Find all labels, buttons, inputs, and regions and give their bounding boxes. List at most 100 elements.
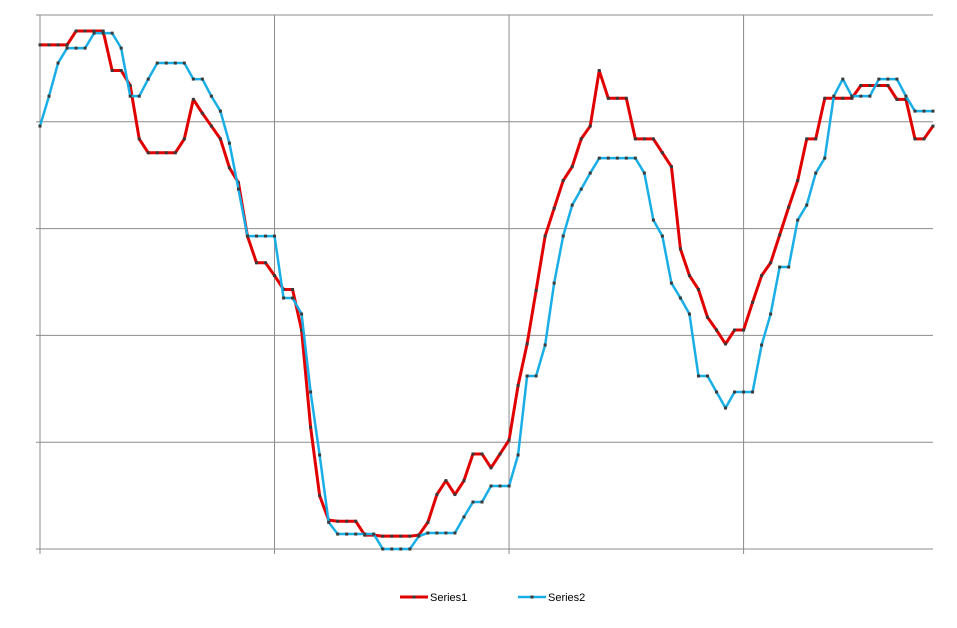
point-marker	[624, 156, 628, 160]
point-marker	[624, 96, 628, 100]
point-marker	[354, 532, 358, 536]
point-marker	[751, 300, 755, 304]
point-marker	[534, 374, 538, 378]
point-marker	[200, 77, 204, 81]
point-marker	[868, 94, 872, 98]
point-marker	[300, 328, 304, 332]
point-marker	[38, 43, 42, 47]
point-marker	[128, 94, 132, 98]
point-marker	[218, 137, 222, 141]
point-marker	[787, 205, 791, 209]
point-marker	[841, 77, 845, 81]
point-marker	[191, 77, 195, 81]
point-marker	[462, 479, 466, 483]
point-marker	[724, 406, 728, 410]
point-marker	[895, 97, 899, 101]
point-marker	[651, 218, 655, 222]
point-marker	[769, 261, 773, 265]
point-marker	[300, 312, 304, 316]
point-marker	[669, 281, 673, 285]
point-marker	[471, 452, 475, 456]
point-marker	[543, 343, 547, 347]
point-marker	[760, 274, 764, 278]
point-marker	[814, 171, 818, 175]
point-marker	[236, 187, 240, 191]
legend-label: Series2	[548, 592, 585, 604]
point-marker	[282, 296, 286, 300]
point-marker	[696, 374, 700, 378]
point-marker	[417, 534, 421, 538]
point-marker	[65, 43, 69, 47]
point-marker	[651, 137, 655, 141]
point-marker	[65, 46, 69, 50]
point-marker	[805, 137, 809, 141]
point-marker	[570, 165, 574, 169]
point-marker	[850, 96, 854, 100]
point-marker	[886, 77, 890, 81]
point-marker	[642, 171, 646, 175]
point-marker	[345, 532, 349, 536]
point-marker	[381, 534, 385, 538]
point-marker	[74, 46, 78, 50]
point-marker	[227, 141, 231, 145]
point-marker	[552, 281, 556, 285]
point-marker	[110, 31, 114, 35]
point-marker	[408, 534, 412, 538]
point-marker	[561, 179, 565, 183]
point-marker	[669, 165, 673, 169]
point-marker	[462, 515, 466, 519]
series-line	[40, 29, 935, 538]
point-marker	[913, 137, 917, 141]
point-marker	[291, 296, 295, 300]
point-marker	[931, 124, 935, 128]
point-marker	[525, 342, 529, 346]
point-marker	[760, 343, 764, 347]
point-marker	[769, 312, 773, 316]
legend-marker	[530, 595, 534, 599]
point-marker	[227, 166, 231, 170]
point-marker	[137, 94, 141, 98]
point-marker	[498, 484, 502, 488]
point-marker	[904, 97, 908, 101]
point-marker	[47, 43, 51, 47]
point-marker	[778, 233, 782, 237]
point-marker	[110, 69, 114, 73]
point-marker	[913, 109, 917, 113]
point-marker	[489, 466, 493, 470]
point-marker	[787, 265, 791, 269]
point-marker	[155, 151, 159, 155]
point-marker	[245, 234, 249, 238]
point-marker	[868, 83, 872, 87]
point-marker	[318, 494, 322, 498]
point-marker	[823, 96, 827, 100]
point-marker	[633, 137, 637, 141]
point-marker	[606, 156, 610, 160]
point-marker	[832, 94, 836, 98]
point-marker	[922, 137, 926, 141]
point-marker	[480, 500, 484, 504]
point-marker	[705, 374, 709, 378]
point-marker	[146, 151, 150, 155]
point-marker	[209, 124, 213, 128]
point-marker	[615, 96, 619, 100]
point-marker	[588, 171, 592, 175]
point-marker	[309, 425, 313, 429]
point-marker	[606, 96, 610, 100]
point-marker	[724, 342, 728, 346]
point-marker	[814, 137, 818, 141]
point-marker	[687, 312, 691, 316]
point-marker	[146, 77, 150, 81]
point-marker	[173, 151, 177, 155]
point-marker	[525, 374, 529, 378]
point-marker	[597, 69, 601, 73]
point-marker	[841, 96, 845, 100]
point-marker	[642, 137, 646, 141]
point-marker	[426, 520, 430, 524]
point-marker	[471, 500, 475, 504]
point-marker	[372, 532, 376, 536]
point-marker	[507, 484, 511, 488]
point-marker	[660, 234, 664, 238]
point-marker	[715, 328, 719, 332]
point-marker	[74, 29, 78, 33]
